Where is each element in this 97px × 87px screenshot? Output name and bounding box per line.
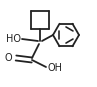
- Text: HO: HO: [6, 34, 21, 44]
- Text: O: O: [4, 53, 12, 63]
- Text: OH: OH: [48, 63, 63, 73]
